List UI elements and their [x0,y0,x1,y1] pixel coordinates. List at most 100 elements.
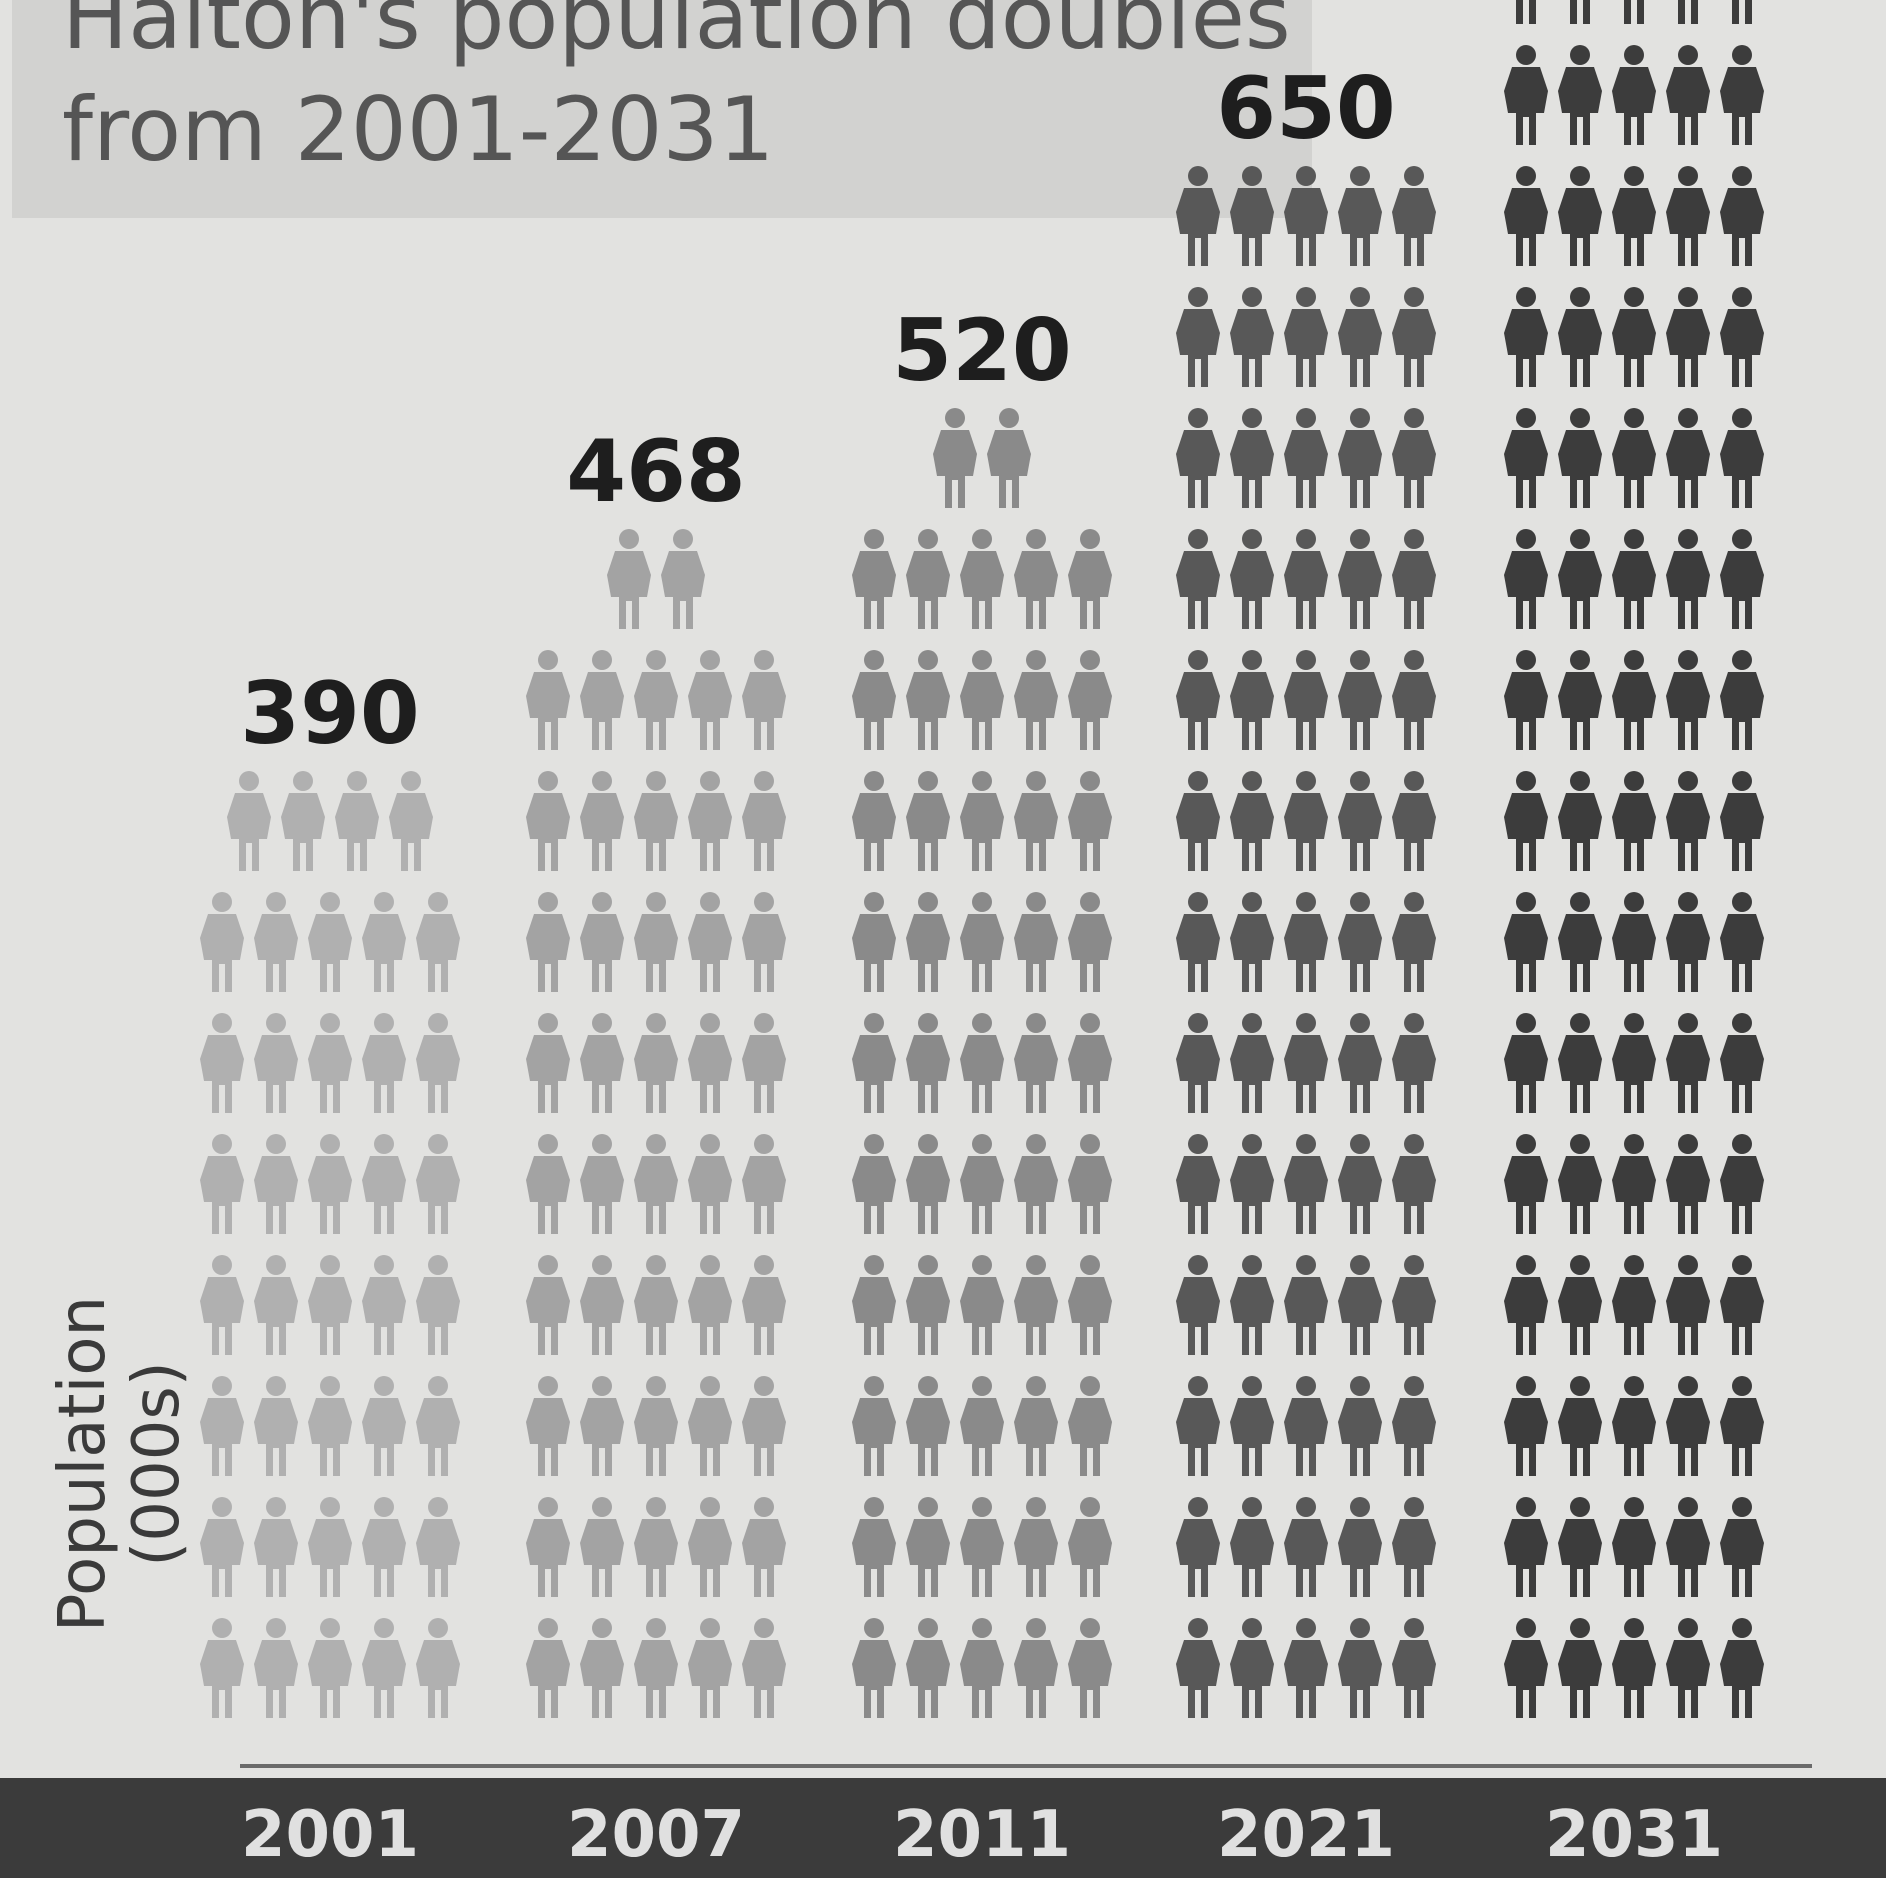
person-icon [742,1134,786,1234]
person-icon [1338,892,1382,992]
person-icon [1014,1618,1058,1718]
person-icon [1612,166,1656,266]
person-icon [960,1134,1004,1234]
person-icon [1558,1134,1602,1234]
person-icon [200,892,244,992]
person-icon [1612,1376,1656,1476]
person-icon [1558,529,1602,629]
person-icon [1612,650,1656,750]
person-icon [526,650,570,750]
person-icon [1230,1255,1274,1355]
person-icon [1176,1013,1220,1113]
person-icon [1720,650,1764,750]
person-icon [1666,771,1710,871]
person-icon [1666,0,1710,24]
person-icon [1612,1013,1656,1113]
person-icon [1558,1376,1602,1476]
person-icon [200,1376,244,1476]
person-icon [1558,771,1602,871]
person-icon [1014,892,1058,992]
person-icon [1504,1134,1548,1234]
person-icon [1504,1618,1548,1718]
person-icon [1176,892,1220,992]
person-icon [661,529,705,629]
person-icon [1558,166,1602,266]
person-icon [1176,408,1220,508]
person-icon [852,892,896,992]
person-icon [200,1013,244,1113]
person-icon [1666,1618,1710,1718]
person-icon [688,1255,732,1355]
person-icon [416,1618,460,1718]
person-icon [526,1134,570,1234]
category-label-2007: 2007 [567,1798,745,1872]
person-icon [1392,408,1436,508]
person-icon [1720,1013,1764,1113]
person-icon [580,1255,624,1355]
person-icon [580,1013,624,1113]
person-icon [1504,1376,1548,1476]
person-icon [1612,1497,1656,1597]
person-icon [1504,1497,1548,1597]
person-icon [1720,1376,1764,1476]
value-label-2021: 650 [1216,59,1396,159]
person-icon [1612,771,1656,871]
person-icon [1284,1618,1328,1718]
person-icon [1176,1376,1220,1476]
person-icon [1558,1013,1602,1113]
person-icon [1392,1618,1436,1718]
person-icon [416,1376,460,1476]
person-icon [1612,1618,1656,1718]
person-icon [1230,1497,1274,1597]
person-icon [1666,1497,1710,1597]
person-icon [1558,287,1602,387]
person-icon [906,650,950,750]
person-icon [1720,1497,1764,1597]
icon-column-2021 [1176,166,1436,1718]
person-icon [906,1255,950,1355]
person-icon [1392,1376,1436,1476]
person-icon [1504,287,1548,387]
person-icon [1720,892,1764,992]
value-label-2001: 390 [240,664,420,764]
value-label-2007: 468 [566,422,746,522]
person-icon [308,1255,352,1355]
person-icon [1612,1255,1656,1355]
person-icon [580,1497,624,1597]
person-icon [960,1255,1004,1355]
person-icon [852,771,896,871]
person-icon [1666,1013,1710,1113]
person-icon [1230,1134,1274,1234]
person-icon [580,1376,624,1476]
person-icon [852,1255,896,1355]
person-icon [960,650,1004,750]
person-icon [987,408,1031,508]
person-icon [634,650,678,750]
person-icon [960,771,1004,871]
person-icon [1392,1013,1436,1113]
person-icon [688,892,732,992]
person-icon [1666,650,1710,750]
person-icon [1338,650,1382,750]
person-icon [634,892,678,992]
person-icon [200,1618,244,1718]
person-icon [1284,166,1328,266]
person-icon [389,771,433,871]
person-icon [1068,650,1112,750]
person-icon [1176,1255,1220,1355]
person-icon [1176,650,1220,750]
person-icon [1720,45,1764,145]
person-icon [308,1134,352,1234]
person-icon [688,1013,732,1113]
person-icon [960,1618,1004,1718]
person-icon [1284,1134,1328,1234]
person-icon [1284,1497,1328,1597]
person-icon [416,1497,460,1597]
person-icon [1504,650,1548,750]
person-icon [308,1618,352,1718]
person-icon [1068,529,1112,629]
person-icon [1338,1134,1382,1234]
person-icon [742,1013,786,1113]
person-icon [742,771,786,871]
person-icon [308,1376,352,1476]
